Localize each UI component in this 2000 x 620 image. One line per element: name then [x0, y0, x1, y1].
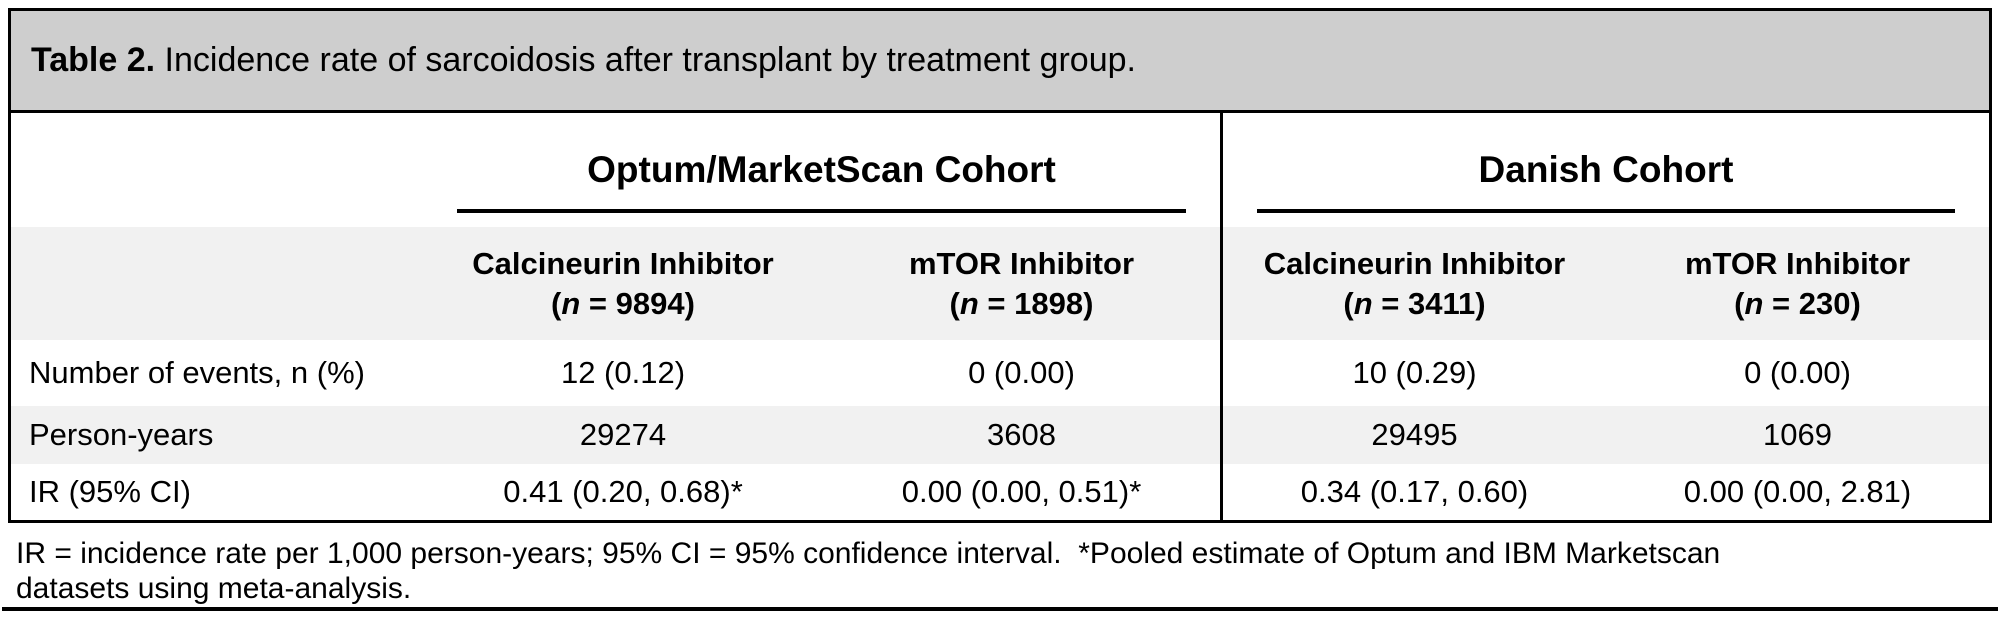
- cohort-name-danish: Danish Cohort: [1478, 149, 1734, 190]
- cohort-underline-danish: [1257, 209, 1955, 213]
- table-footnote: IR = incidence rate per 1,000 person-yea…: [8, 536, 1994, 606]
- row-label-person-years: Person-years: [11, 406, 423, 464]
- drug-name: Calcineurin Inhibitor: [472, 246, 774, 281]
- cell-py-danish-cni: 29495: [1223, 406, 1606, 464]
- sample-size: (n = 9894): [551, 286, 695, 321]
- table-title-bar: Table 2. Incidence rate of sarcoidosis a…: [11, 11, 1989, 113]
- cell-ir-danish-cni: 0.34 (0.17, 0.60): [1300, 474, 1529, 509]
- drug-name: mTOR Inhibitor: [1684, 246, 1911, 281]
- cell-events-optum-mtor: 0 (0.00): [823, 340, 1223, 406]
- drug-name: Calcineurin Inhibitor: [1263, 246, 1566, 281]
- subheader-spacer: [11, 227, 423, 340]
- cell-events-danish-cni: 10 (0.29): [1352, 355, 1477, 390]
- col-header-optum-cni: Calcineurin Inhibitor (n = 9894): [423, 227, 823, 340]
- sample-size: (n = 230): [1734, 286, 1861, 321]
- drug-name: mTOR Inhibitor: [908, 246, 1135, 281]
- sample-size: (n = 3411): [1343, 286, 1486, 321]
- cell-py-optum-mtor: 3608: [823, 406, 1223, 464]
- table-number: Table 2.: [31, 41, 156, 79]
- cohort-header-danish: Danish Cohort: [1223, 113, 1989, 227]
- table-outer-box: Table 2. Incidence rate of sarcoidosis a…: [8, 8, 1992, 523]
- col-header-danish-mtor: mTOR Inhibitor (n = 230): [1606, 227, 1989, 340]
- cell-ir-optum-cni: 0.41 (0.20, 0.68)*: [503, 474, 743, 509]
- footnote-line-2: datasets using meta-analysis.: [16, 572, 412, 605]
- cohort-header-optum: Optum/MarketScan Cohort: [423, 113, 1223, 227]
- table-grid: Optum/MarketScan Cohort Danish Cohort Ca…: [11, 113, 1989, 520]
- cell-ir-danish-mtor: 0.00 (0.00, 2.81): [1683, 474, 1912, 509]
- footnote-line-1: IR = incidence rate per 1,000 person-yea…: [16, 537, 1721, 570]
- cohort-name-optum: Optum/MarketScan Cohort: [587, 149, 1056, 190]
- cohort-underline-optum: [457, 209, 1186, 213]
- table-caption: Incidence rate of sarcoidosis after tran…: [155, 41, 1136, 79]
- cell-events-danish-mtor: 0 (0.00): [1744, 355, 1851, 390]
- row-label-events: Number of events, n (%): [29, 355, 365, 390]
- cohort-header-spacer: [11, 113, 423, 227]
- cell-py-optum-cni: 29274: [423, 406, 823, 464]
- bottom-rule: [2, 607, 1998, 611]
- cell-py-danish-mtor: 1069: [1606, 406, 1989, 464]
- cell-ir-optum-mtor: 0.00 (0.00, 0.51)*: [823, 464, 1223, 520]
- col-header-optum-mtor: mTOR Inhibitor (n = 1898): [823, 227, 1223, 340]
- cell-events-optum-cni: 12 (0.12): [560, 355, 686, 390]
- col-header-danish-cni: Calcineurin Inhibitor (n = 3411): [1223, 227, 1606, 340]
- row-label-ir: IR (95% CI): [29, 474, 191, 509]
- sample-size: (n = 1898): [949, 286, 1094, 321]
